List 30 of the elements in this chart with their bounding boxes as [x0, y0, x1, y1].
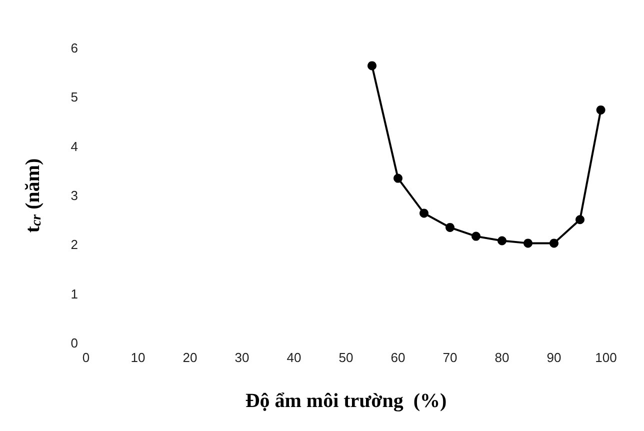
x-tick-label: 70 [442, 350, 458, 365]
x-tick-label: 100 [595, 350, 617, 365]
point [472, 232, 480, 241]
x-tick-label: 60 [390, 350, 406, 365]
point [498, 236, 506, 246]
x-tick-label: 10 [130, 350, 146, 365]
point [368, 61, 376, 70]
point [596, 105, 606, 114]
x-tick-label: 80 [494, 350, 510, 365]
point [524, 238, 532, 248]
point [550, 238, 558, 248]
x-tick-label: 30 [234, 350, 250, 365]
y-tick-label: 0 [70, 336, 78, 350]
y-tick-label: 5 [70, 90, 78, 105]
point [420, 208, 428, 218]
y-tick-label: 1 [70, 286, 78, 302]
y-tick-label: 3 [70, 188, 78, 203]
y-axis-title: tcr (năm) [22, 158, 44, 233]
x-tick-label: 90 [546, 350, 562, 365]
point [394, 174, 402, 183]
y-tick-label: 2 [70, 237, 78, 252]
x-axis-title: Độ ẩm môi trường (%) [245, 390, 447, 412]
x-tick-label: 50 [338, 350, 354, 365]
y-tick-label: 6 [70, 40, 78, 56]
y-tick-label: 4 [70, 138, 78, 154]
x-tick-label: 20 [182, 350, 198, 365]
x-tick-label: 0 [82, 350, 90, 365]
point [446, 222, 454, 232]
x-tick-label: 40 [286, 350, 302, 365]
point [576, 215, 584, 224]
